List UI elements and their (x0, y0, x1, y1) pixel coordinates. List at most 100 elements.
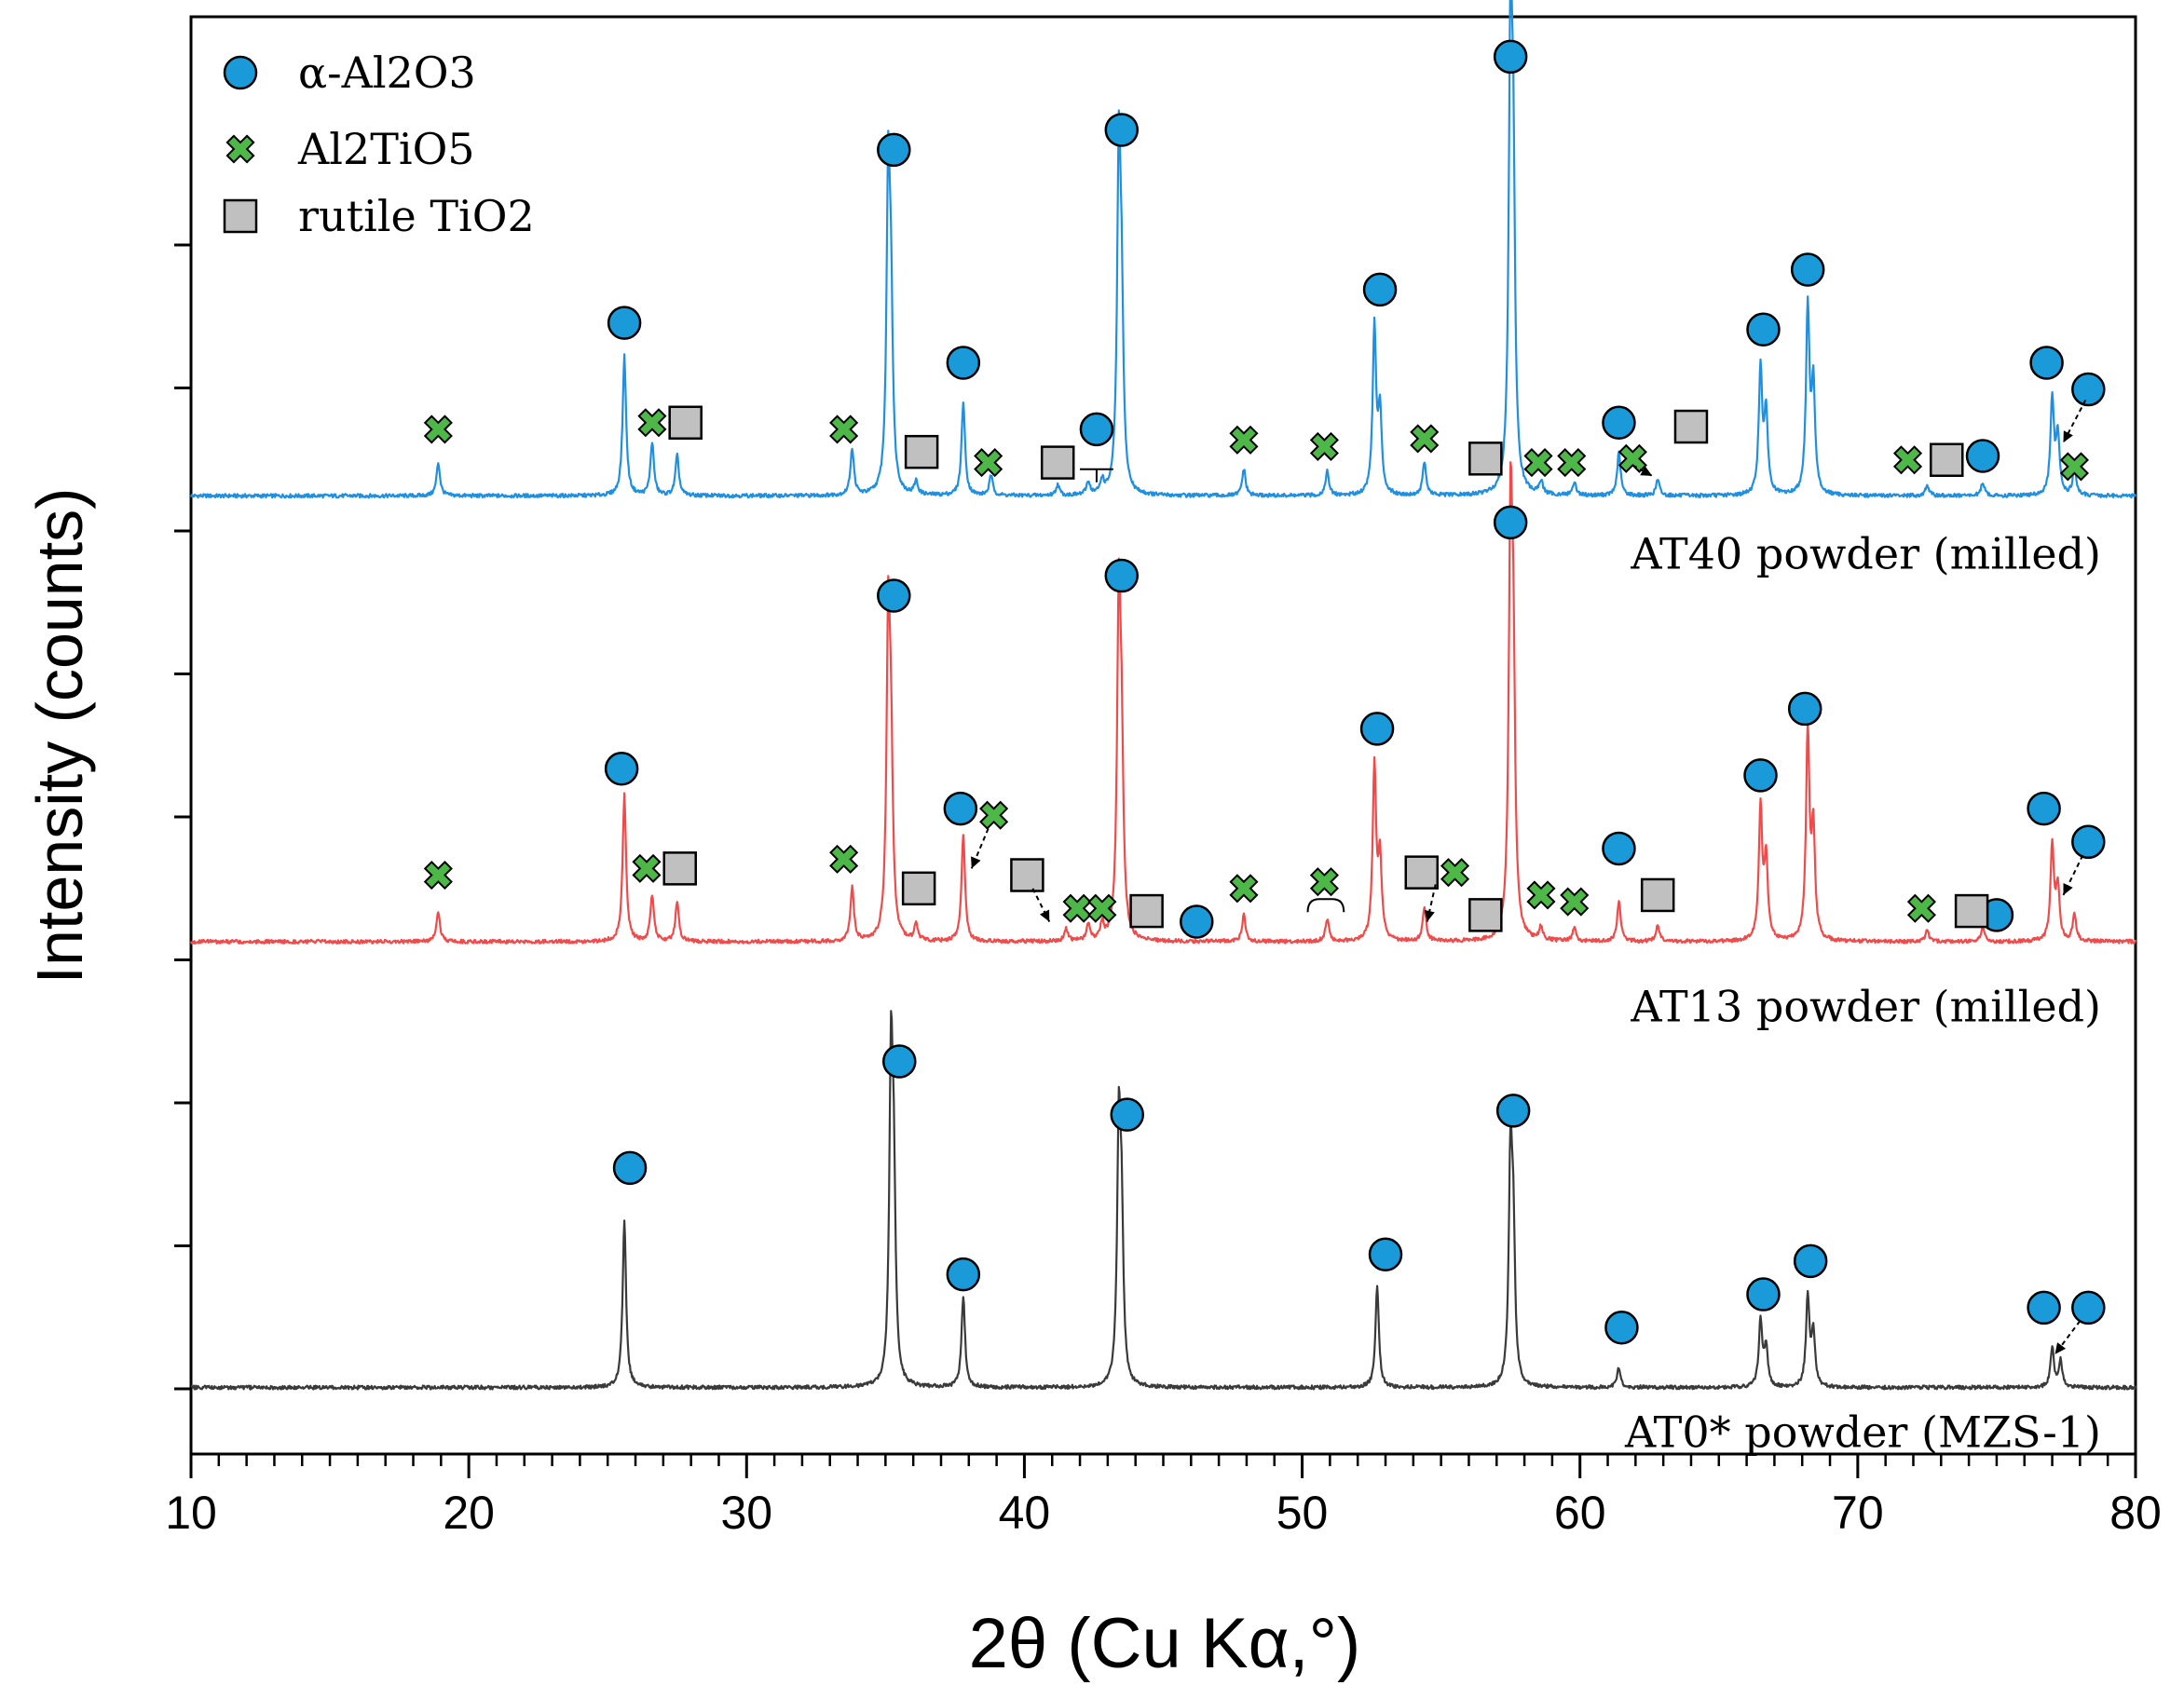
al2tio5-marker (829, 844, 859, 874)
alumina-marker (2071, 1290, 2106, 1325)
annotation-arrow (1426, 884, 1437, 922)
x-tick-label: 80 (2109, 1487, 2162, 1539)
legend-label: α-Al2O3 (298, 48, 476, 98)
x-tick-label: 70 (1832, 1487, 1884, 1539)
series-labels: AT40 powder (milled) AT13 powder (milled)… (1624, 529, 2101, 1458)
alumina-marker (604, 751, 639, 786)
alumina-marker (946, 1257, 981, 1292)
al2tio5-marker (1062, 893, 1092, 923)
alumina-marker (1602, 831, 1636, 866)
alumina-marker (2071, 824, 2106, 860)
alumina-marker (1746, 1277, 1781, 1312)
al2tio5-marker (1309, 431, 1339, 462)
alumina-marker (1495, 1094, 1531, 1128)
alumina-marker (1104, 113, 1140, 147)
rutile-marker (1468, 898, 1503, 932)
al2tio5-marker (225, 134, 255, 164)
annotation-arrow (1031, 888, 1051, 922)
x-tick-label: 40 (999, 1487, 1051, 1539)
annotations-group (970, 400, 2087, 1355)
alumina-marker (2071, 372, 2106, 407)
al2tio5-marker (979, 800, 1009, 830)
rutile-marker (901, 871, 936, 906)
alumina-marker (1602, 405, 1636, 441)
alumina-marker (223, 55, 258, 90)
al2tio5-marker (1560, 887, 1590, 917)
al2tio5-marker (1526, 880, 1556, 910)
alumina-marker (943, 791, 978, 826)
alumina-marker (877, 578, 911, 613)
al2tio5-marker (632, 853, 662, 883)
al2tio5-marker (1892, 445, 1923, 475)
al2tio5-marker (1309, 867, 1339, 897)
alumina-marker (1079, 412, 1114, 447)
al2tio5-marker (637, 408, 667, 438)
al2tio5-marker (1087, 893, 1117, 923)
alumina-marker (2027, 1290, 2061, 1325)
al2tio5-marker (1618, 443, 1647, 473)
rutile-marker (1640, 877, 1675, 913)
series-line (190, 1010, 2137, 1391)
alumina-marker (1493, 39, 1528, 75)
alumina-marker (946, 346, 981, 380)
alumina-marker (1180, 904, 1214, 939)
alumina-marker (882, 1044, 917, 1079)
al2tio5-marker (829, 415, 859, 444)
axis-ticks: 10 20 30 40 50 60 70 80 (165, 243, 2162, 1539)
annotation-brace (1306, 898, 1345, 913)
rutile-marker (904, 434, 939, 469)
alumina-marker (607, 306, 642, 340)
alumina-marker (1604, 1311, 1639, 1345)
al2tio5-marker (1229, 874, 1259, 904)
series-line (189, 461, 2137, 945)
rutile-marker (1930, 442, 1964, 478)
series-label: AT13 powder (milled) (1630, 981, 2101, 1031)
annotation-arrowhead (2054, 1342, 2067, 1354)
alumina-marker (1493, 505, 1528, 540)
al2tio5-marker (2059, 452, 2089, 482)
alumina-marker (1743, 758, 1778, 793)
legend: α-Al2O3 Al2TiO5 rutile TiO2 (223, 48, 535, 241)
alumina-marker (1368, 1237, 1403, 1271)
alumina-marker (1790, 252, 1825, 287)
y-axis-label: Intensity (counts) (23, 488, 96, 985)
annotation-arrowhead (2063, 882, 2073, 895)
alumina-marker (1746, 312, 1781, 347)
alumina-marker (612, 1150, 648, 1186)
alumina-marker (1362, 272, 1398, 307)
alumina-marker (2027, 791, 2061, 826)
x-tick-label: 10 (165, 1487, 217, 1539)
alumina-marker (2029, 346, 2064, 380)
rutile-marker (1129, 893, 1164, 929)
annotation-arrowhead (1640, 466, 1653, 476)
alumina-marker (1359, 712, 1395, 746)
legend-label: Al2TiO5 (297, 124, 475, 174)
rutile-marker (1010, 858, 1044, 892)
alumina-marker (1965, 439, 2000, 473)
rutile-marker (1040, 445, 1075, 480)
annotation-arrowhead (1424, 909, 1435, 922)
alumina-marker (1787, 691, 1822, 727)
legend-label: rutile TiO2 (298, 191, 535, 241)
rutile-marker (1468, 442, 1503, 476)
rutile-marker (223, 198, 258, 234)
series-line (189, 0, 2137, 499)
series-label: AT40 powder (milled) (1630, 529, 2101, 579)
x-tick-label: 30 (720, 1487, 772, 1539)
rutile-marker (1404, 855, 1440, 890)
al2tio5-marker (1410, 424, 1440, 454)
annotation-arrowhead (1039, 909, 1050, 922)
al2tio5-marker (423, 860, 453, 890)
x-axis-label: 2θ (Cu Kα,°) (969, 1604, 1361, 1683)
al2tio5-marker (1523, 448, 1553, 478)
al2tio5-marker (423, 415, 453, 444)
alumina-marker (1110, 1097, 1144, 1132)
x-tick-label: 60 (1554, 1487, 1606, 1539)
x-tick-label: 20 (443, 1487, 495, 1539)
rutile-marker (668, 405, 703, 441)
annotation-arrowhead (2063, 430, 2073, 443)
series-label: AT0* powder (MZS-1) (1624, 1407, 2101, 1458)
x-tick-label: 50 (1276, 1487, 1329, 1539)
series-group (189, 0, 2137, 1391)
